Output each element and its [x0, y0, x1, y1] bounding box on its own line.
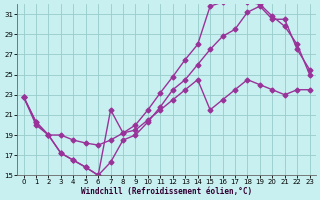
- X-axis label: Windchill (Refroidissement éolien,°C): Windchill (Refroidissement éolien,°C): [81, 187, 252, 196]
